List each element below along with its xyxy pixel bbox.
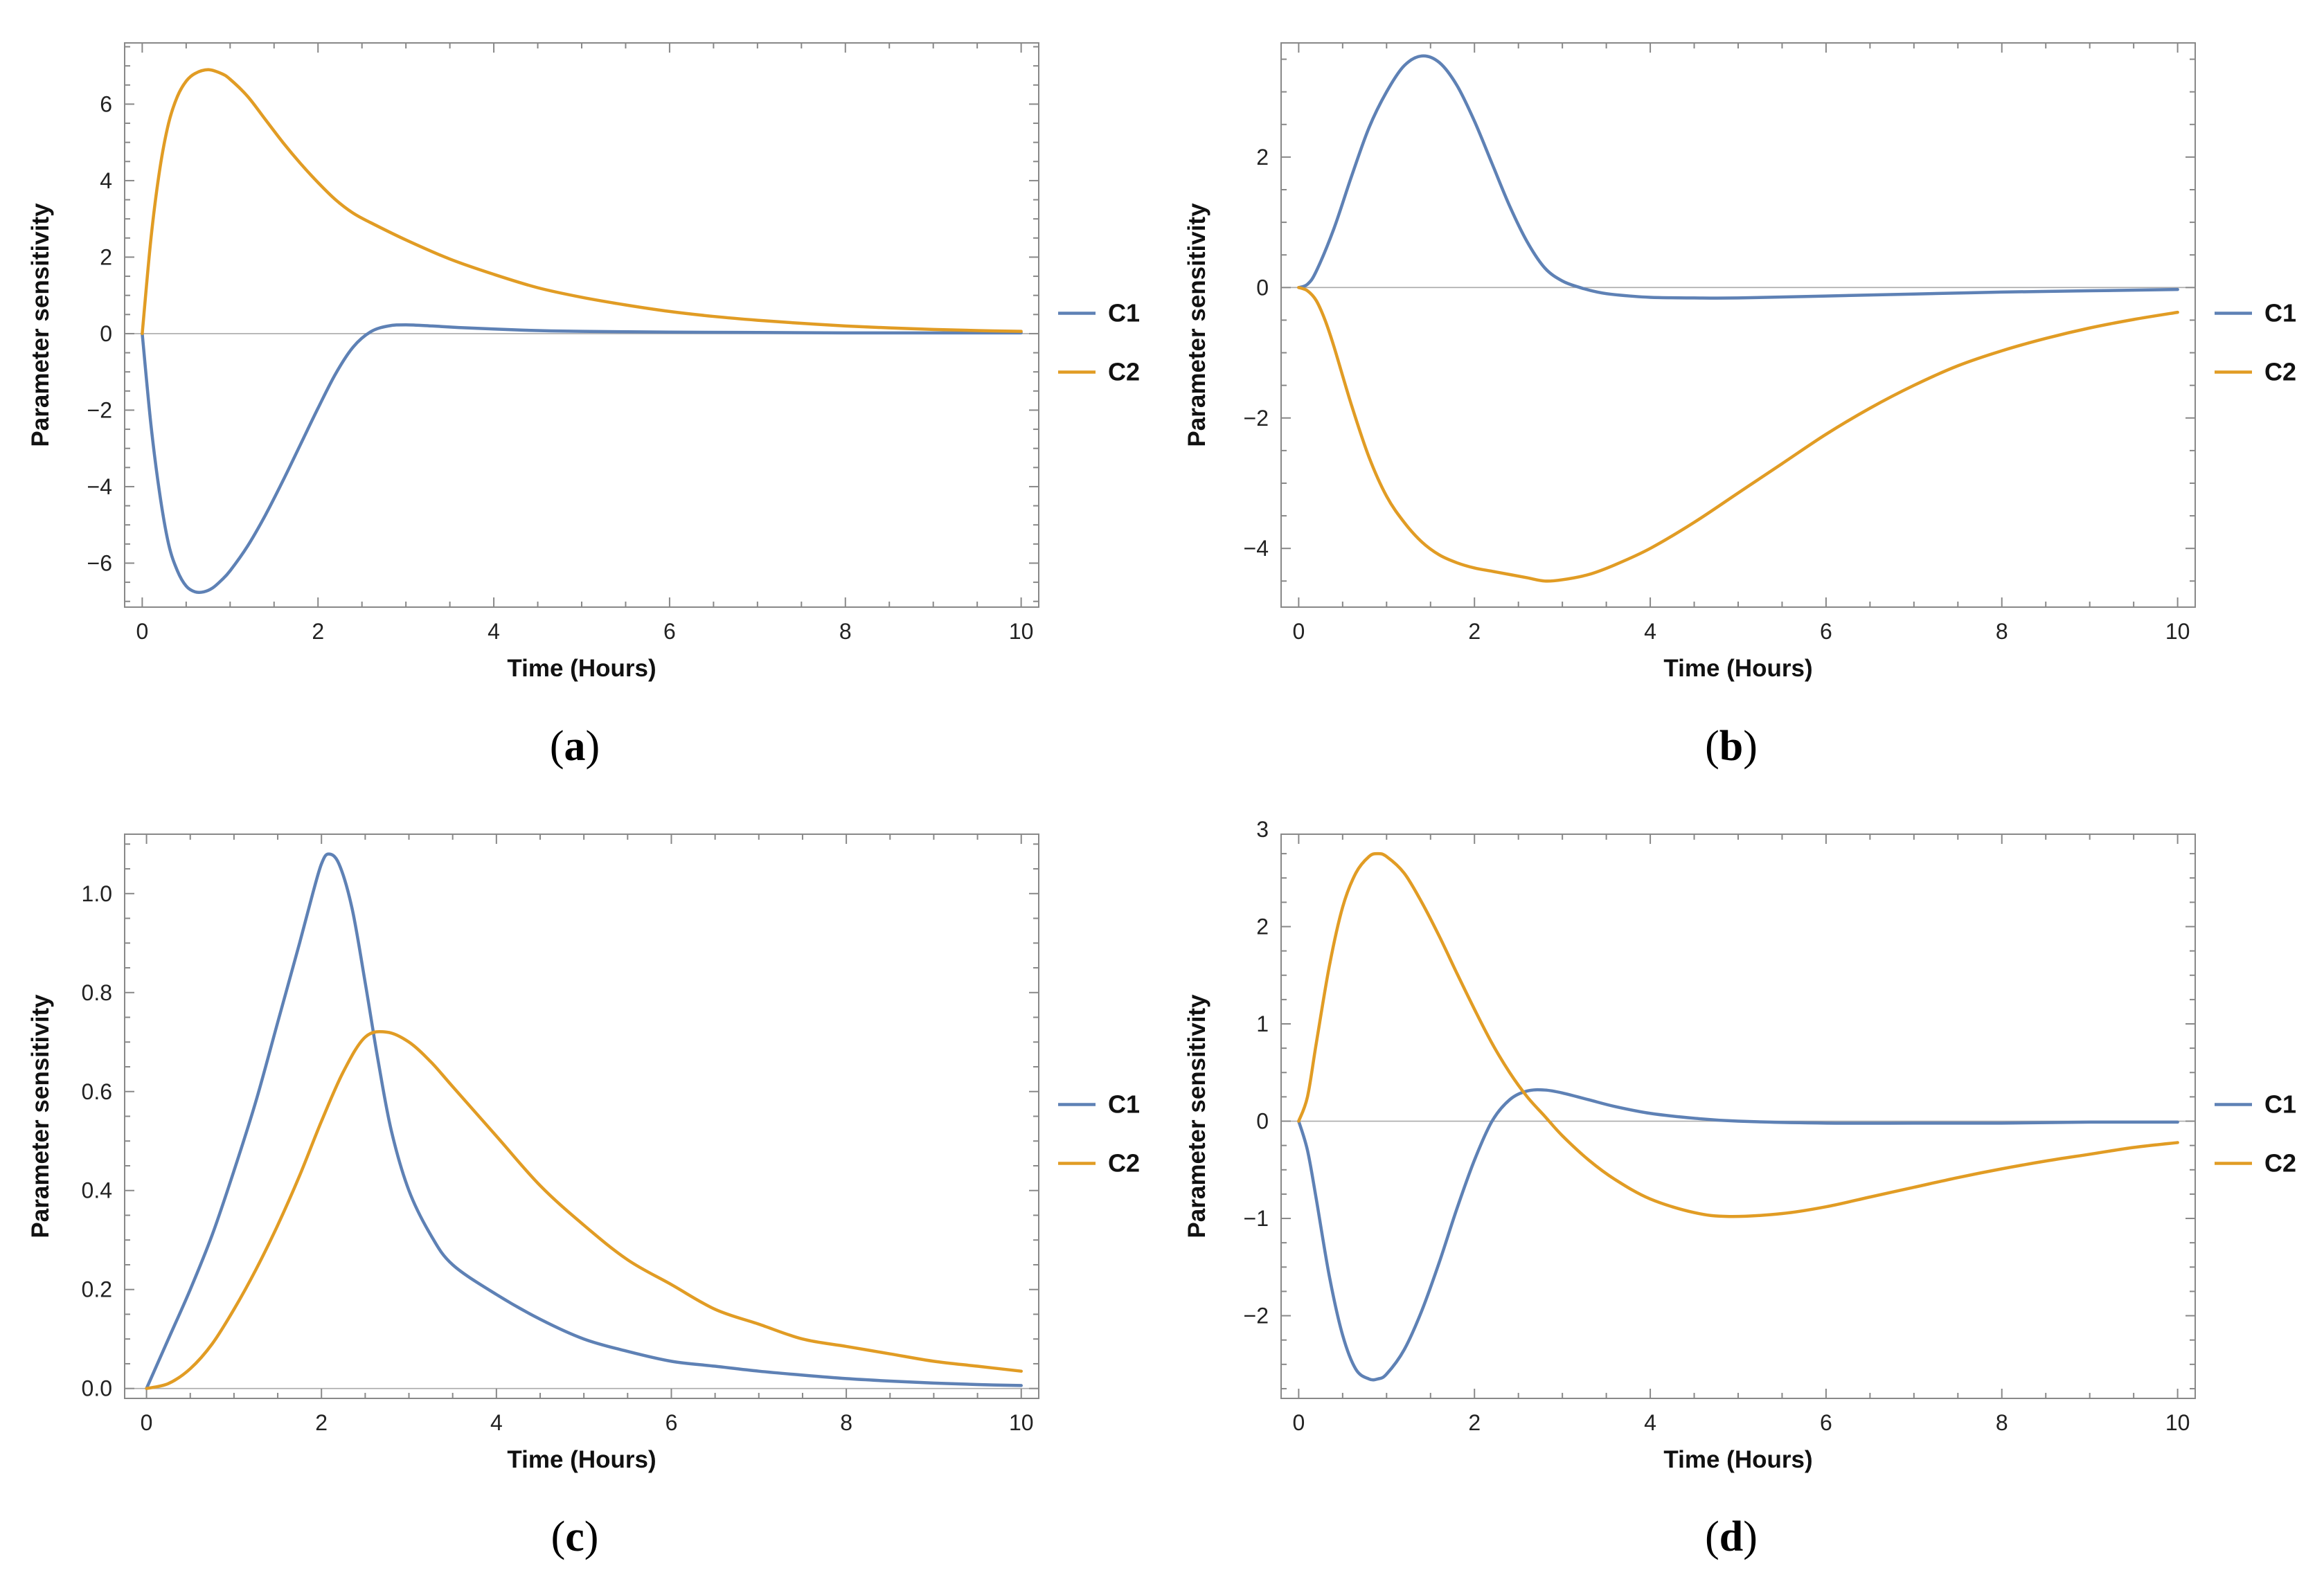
y-tick-label: −4 bbox=[1244, 536, 1269, 561]
x-tick-label: 2 bbox=[312, 619, 324, 644]
y-tick-label: 0.2 bbox=[82, 1277, 112, 1302]
panel-caption: (c) bbox=[551, 1513, 599, 1560]
y-tick-label: 0 bbox=[100, 321, 112, 346]
y-tick-label: −2 bbox=[1244, 406, 1269, 431]
series-line-C2 bbox=[145, 1029, 1023, 1390]
x-tick-label: 0 bbox=[1292, 1410, 1305, 1435]
y-tick-label: 0 bbox=[1256, 275, 1269, 300]
panel-caption: (a) bbox=[550, 723, 600, 770]
x-tick-label: 6 bbox=[1820, 1410, 1832, 1435]
axis-ticks bbox=[1281, 834, 2195, 1398]
y-axis-title: Parameter sensitivity bbox=[1183, 203, 1210, 447]
x-tick-label: 0 bbox=[141, 1410, 153, 1435]
plot-frame bbox=[1280, 42, 2196, 608]
x-tick-label: 10 bbox=[2165, 1410, 2190, 1435]
x-tick-label: 2 bbox=[315, 1410, 328, 1435]
y-tick-label: −2 bbox=[1244, 1304, 1269, 1328]
x-tick-label: 10 bbox=[1009, 1410, 1034, 1435]
y-tick-label: 6 bbox=[100, 91, 112, 116]
legend-label-C2: C2 bbox=[1108, 358, 1140, 386]
x-tick-label: 8 bbox=[839, 619, 852, 644]
y-tick-label: 0.0 bbox=[82, 1376, 112, 1401]
x-tick-label: 6 bbox=[663, 619, 676, 644]
x-tick-label: 4 bbox=[1644, 619, 1656, 644]
series-line-C2 bbox=[141, 68, 1023, 336]
y-tick-label: 0.6 bbox=[82, 1079, 112, 1104]
panel-caption: (d) bbox=[1705, 1513, 1758, 1560]
x-axis-title: Time (Hours) bbox=[1663, 1446, 1812, 1473]
x-tick-label: 4 bbox=[488, 619, 500, 644]
x-tick-label: 0 bbox=[136, 619, 148, 644]
y-tick-label: −4 bbox=[87, 474, 112, 499]
x-tick-label: 6 bbox=[1820, 619, 1832, 644]
legend-label-C2: C2 bbox=[1108, 1149, 1140, 1178]
x-axis-title: Time (Hours) bbox=[507, 655, 656, 682]
legend-label-C2: C2 bbox=[2264, 358, 2296, 386]
y-tick-label: 1 bbox=[1256, 1011, 1269, 1036]
x-tick-label: 0 bbox=[1292, 619, 1305, 644]
x-tick-label: 8 bbox=[1996, 1410, 2008, 1435]
y-tick-label: 0.8 bbox=[82, 980, 112, 1005]
axis-ticks bbox=[1281, 43, 2195, 607]
legend-label-C1: C1 bbox=[1108, 1090, 1140, 1119]
series-line-C1 bbox=[1297, 54, 2179, 300]
y-axis-title: Parameter sensitivity bbox=[27, 994, 54, 1238]
series-line-C1 bbox=[145, 852, 1023, 1390]
series-line-C1 bbox=[141, 323, 1023, 595]
y-axis-title: Parameter sensitivity bbox=[1183, 994, 1210, 1238]
chart-panel-b: 0 2 4 6 8 10 −4 −2 0 2 Time (Hours) Parameter sensi… bbox=[1183, 42, 2296, 770]
x-tick-label: 4 bbox=[490, 1410, 503, 1435]
axis-ticks bbox=[125, 834, 1039, 1398]
panel-caption: (b) bbox=[1705, 723, 1758, 770]
x-tick-label: 8 bbox=[840, 1410, 852, 1435]
y-tick-label: 0.4 bbox=[82, 1178, 112, 1203]
x-tick-label: 10 bbox=[1009, 619, 1034, 644]
x-tick-label: 4 bbox=[1644, 1410, 1656, 1435]
y-tick-label: 4 bbox=[100, 168, 112, 193]
axis-ticks bbox=[125, 43, 1039, 607]
y-axis-title: Parameter sensitivity bbox=[27, 203, 54, 447]
y-tick-label: 2 bbox=[1256, 145, 1269, 170]
y-tick-label: −2 bbox=[87, 397, 112, 422]
plot-frame bbox=[1280, 833, 2196, 1399]
y-tick-label: −6 bbox=[87, 550, 112, 575]
y-tick-label: 1.0 bbox=[82, 881, 112, 906]
x-tick-label: 2 bbox=[1468, 1410, 1481, 1435]
x-tick-label: 6 bbox=[665, 1410, 678, 1435]
y-tick-label: 3 bbox=[1256, 817, 1269, 842]
y-tick-label: −1 bbox=[1244, 1206, 1269, 1231]
legend-label-C2: C2 bbox=[2264, 1149, 2296, 1178]
legend-label-C1: C1 bbox=[2264, 299, 2296, 327]
series-line-C2 bbox=[1297, 286, 2179, 583]
legend-label-C1: C1 bbox=[2264, 1090, 2296, 1119]
y-tick-label: 2 bbox=[1256, 914, 1269, 939]
x-tick-label: 2 bbox=[1468, 619, 1481, 644]
y-tick-label: 0 bbox=[1256, 1109, 1269, 1134]
x-tick-label: 10 bbox=[2165, 619, 2190, 644]
x-tick-label: 8 bbox=[1996, 619, 2008, 644]
y-tick-label: 2 bbox=[100, 244, 112, 269]
x-axis-title: Time (Hours) bbox=[507, 1446, 656, 1473]
chart-panel-a: 0 2 4 6 8 10 −6 −4 −2 0 2 4 6 Time (Hours) Parameter s… bbox=[27, 42, 1140, 770]
legend-label-C1: C1 bbox=[1108, 299, 1140, 327]
series-line-C1 bbox=[1297, 1088, 2179, 1382]
chart-panel-c: 0 2 4 6 8 10 0.0 0.2 0.4 0.6 0.8 1.0 Time (Hours) Par… bbox=[27, 833, 1140, 1560]
series-line-C2 bbox=[1297, 851, 2179, 1218]
x-axis-title: Time (Hours) bbox=[1663, 655, 1812, 682]
plot-frame bbox=[124, 833, 1039, 1399]
chart-panel-d: 0 2 4 6 8 10 −2 −1 0 1 2 3 Time (Hours) Parameter sen… bbox=[1183, 817, 2296, 1560]
